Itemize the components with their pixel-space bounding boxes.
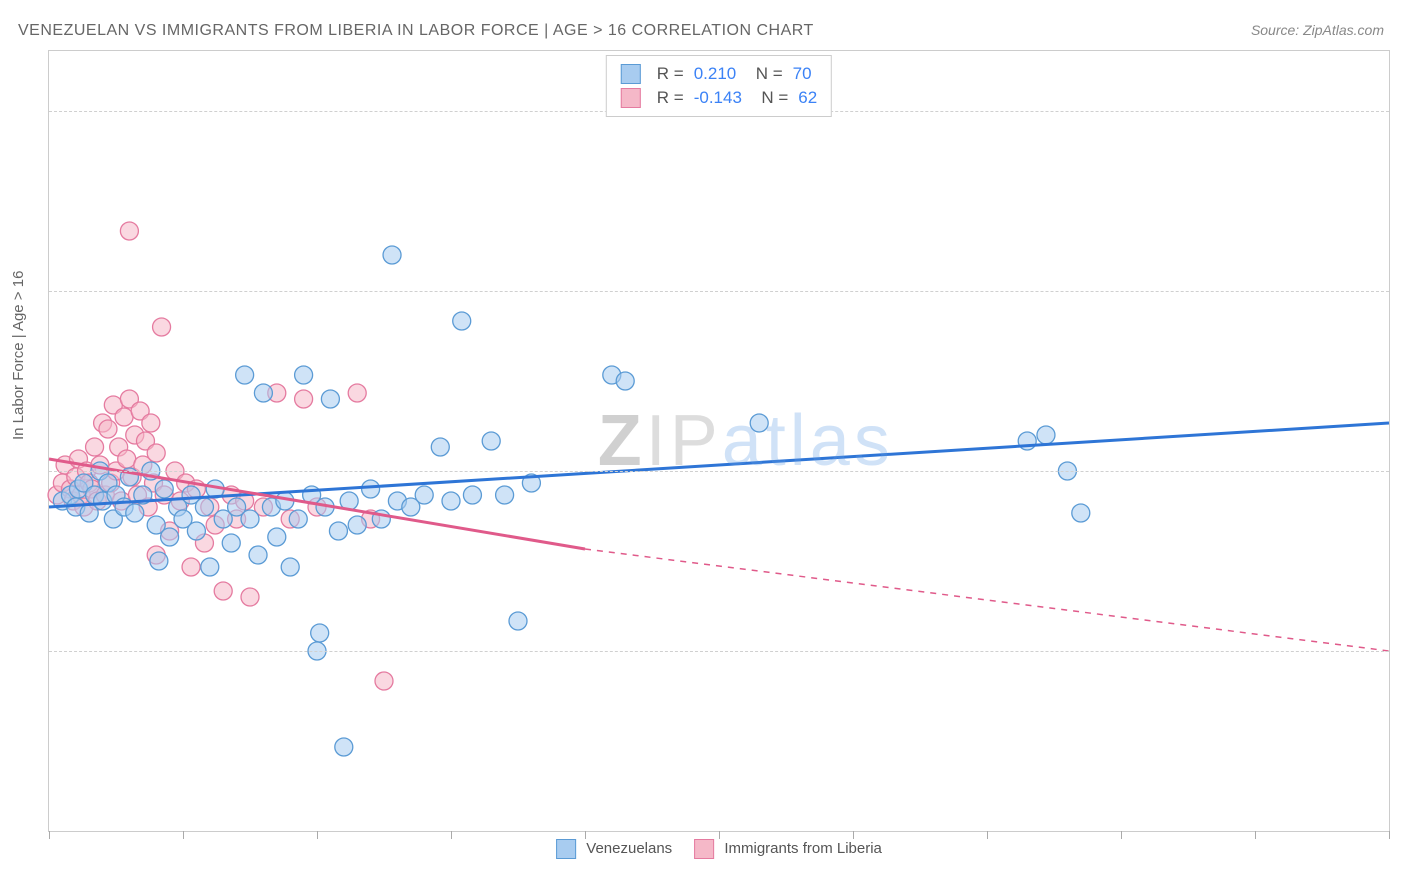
data-point [126, 504, 144, 522]
y-axis-label: In Labor Force | Age > 16 [10, 271, 27, 440]
legend-item-b: Immigrants from Liberia [694, 839, 882, 859]
x-tick-mark [451, 831, 452, 839]
data-point [362, 480, 380, 498]
plot-area: ZIPatlas R = 0.210 N = 70 R = -0.143 N =… [48, 50, 1390, 832]
x-tick-mark [853, 831, 854, 839]
data-point [161, 528, 179, 546]
data-point [115, 408, 133, 426]
corr-n-value-a: 70 [793, 64, 812, 84]
gridline [49, 651, 1389, 652]
x-tick-mark [987, 831, 988, 839]
data-point [281, 558, 299, 576]
data-point [348, 384, 366, 402]
swatch-series-b-icon [621, 88, 641, 108]
data-point [442, 492, 460, 510]
data-point [335, 738, 353, 756]
corr-r-value-b: -0.143 [694, 88, 742, 108]
data-point [118, 450, 136, 468]
gridline [49, 291, 1389, 292]
corr-r-value-a: 0.210 [694, 64, 737, 84]
chart-title: VENEZUELAN VS IMMIGRANTS FROM LIBERIA IN… [18, 22, 814, 40]
data-point [496, 486, 514, 504]
correlation-row-a: R = 0.210 N = 70 [621, 62, 817, 86]
data-point [463, 486, 481, 504]
x-tick-mark [1255, 831, 1256, 839]
x-tick-mark [1389, 831, 1390, 839]
x-tick-mark [585, 831, 586, 839]
data-point [348, 516, 366, 534]
data-point [142, 414, 160, 432]
trendline-b-dash [585, 549, 1389, 651]
x-tick-mark [49, 831, 50, 839]
data-point [150, 552, 168, 570]
data-point [155, 480, 173, 498]
corr-n-label: N = [746, 64, 782, 84]
data-point [268, 528, 286, 546]
data-point [616, 372, 634, 390]
data-point [182, 558, 200, 576]
gridline [49, 471, 1389, 472]
legend-bottom: Venezuelans Immigrants from Liberia [556, 839, 882, 859]
legend-item-a: Venezuelans [556, 839, 672, 859]
corr-n-label: N = [752, 88, 788, 108]
corr-n-value-b: 62 [798, 88, 817, 108]
data-point [431, 438, 449, 456]
data-point [147, 444, 165, 462]
data-point [482, 432, 500, 450]
data-point [86, 438, 104, 456]
data-point [241, 510, 259, 528]
swatch-series-a-icon [556, 839, 576, 859]
legend-label-a: Venezuelans [586, 840, 672, 857]
chart-container: VENEZUELAN VS IMMIGRANTS FROM LIBERIA IN… [0, 0, 1406, 892]
x-tick-mark [183, 831, 184, 839]
data-point [375, 672, 393, 690]
data-point [289, 510, 307, 528]
data-point [750, 414, 768, 432]
data-point [222, 534, 240, 552]
data-point [120, 222, 138, 240]
swatch-series-a-icon [621, 64, 641, 84]
data-point [1037, 426, 1055, 444]
data-point [214, 582, 232, 600]
correlation-legend: R = 0.210 N = 70 R = -0.143 N = 62 [606, 55, 832, 117]
data-point [311, 624, 329, 642]
data-point [383, 246, 401, 264]
source-label: Source: ZipAtlas.com [1251, 22, 1384, 38]
data-point [187, 522, 205, 540]
x-tick-mark [317, 831, 318, 839]
corr-r-label: R = [657, 64, 684, 84]
data-point [195, 498, 213, 516]
data-point [329, 522, 347, 540]
scatter-svg [49, 51, 1389, 831]
data-point [453, 312, 471, 330]
x-tick-mark [1121, 831, 1122, 839]
data-point [201, 558, 219, 576]
data-point [295, 366, 313, 384]
series-a [53, 246, 1089, 756]
correlation-row-b: R = -0.143 N = 62 [621, 86, 817, 110]
data-point [153, 318, 171, 336]
trendline-a [49, 423, 1389, 507]
corr-r-label: R = [657, 88, 684, 108]
legend-label-b: Immigrants from Liberia [724, 840, 882, 857]
data-point [99, 420, 117, 438]
data-point [241, 588, 259, 606]
data-point [249, 546, 267, 564]
data-point [1072, 504, 1090, 522]
swatch-series-b-icon [694, 839, 714, 859]
x-tick-mark [719, 831, 720, 839]
data-point [236, 366, 254, 384]
data-point [295, 390, 313, 408]
data-point [509, 612, 527, 630]
data-point [321, 390, 339, 408]
series-b [48, 222, 393, 690]
data-point [415, 486, 433, 504]
data-point [254, 384, 272, 402]
